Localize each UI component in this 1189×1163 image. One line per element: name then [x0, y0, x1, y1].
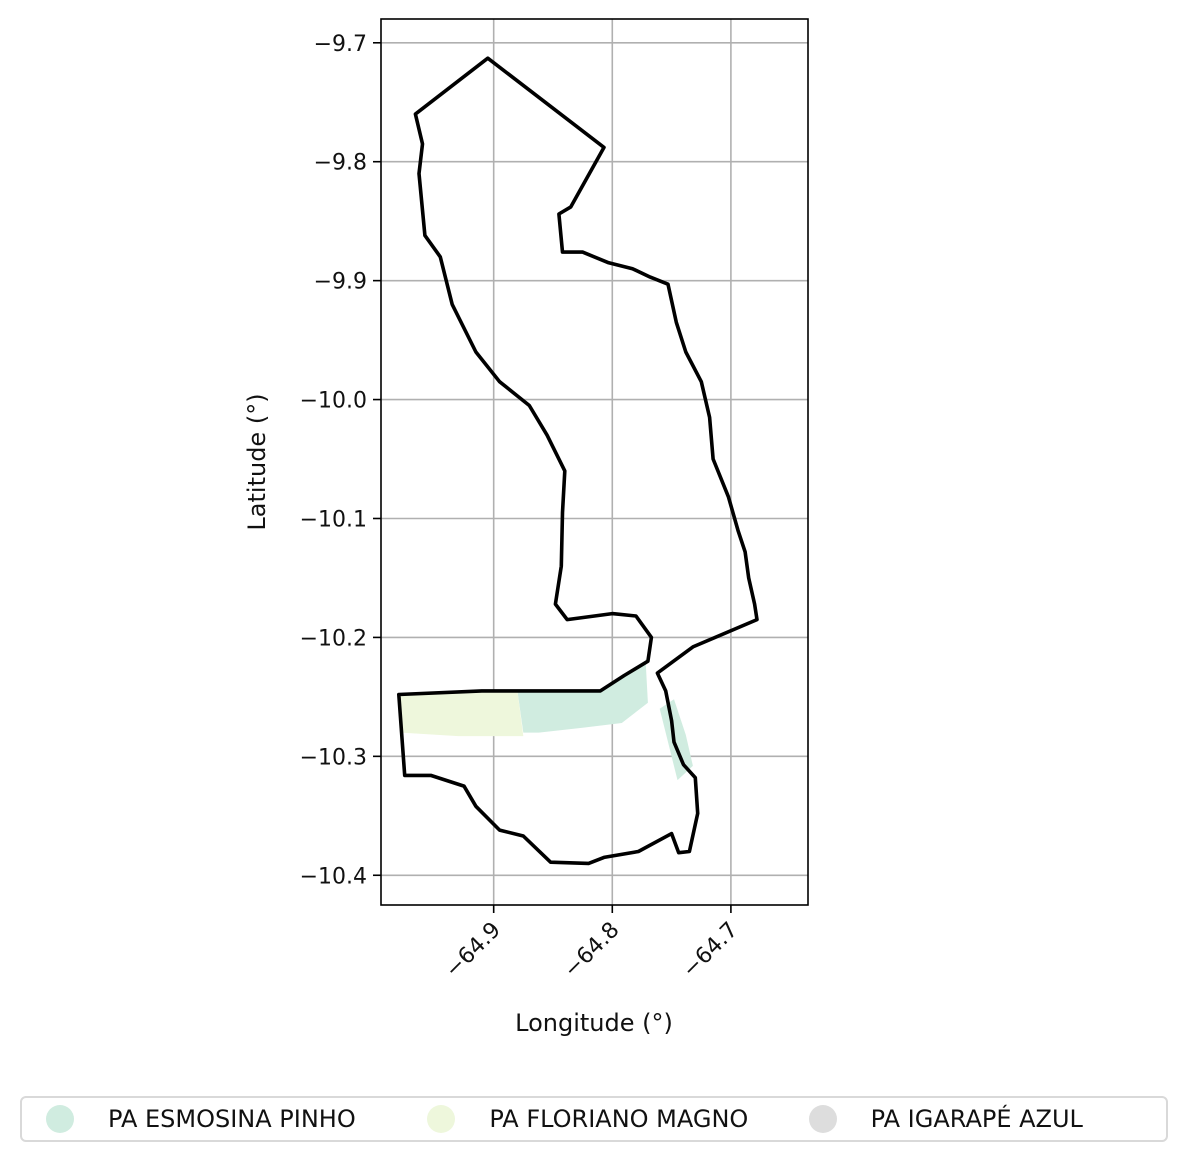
- legend-swatch: [427, 1105, 456, 1133]
- area-pa-esmosina-pinho: [659, 699, 693, 781]
- x-tick-label: −64.7: [678, 918, 743, 983]
- y-tick-label: −10.3: [300, 745, 367, 770]
- y-tick-label: −9.7: [314, 32, 367, 57]
- boundary-outline: [396, 56, 759, 866]
- legend-item: PA IGARAPÉ AZUL: [785, 1105, 1166, 1133]
- axis-ticks: −64.9 −64.8 −64.7 −9.7 −9.8 −9.9 −10.0 −10.1 −10…: [300, 32, 744, 983]
- y-tick-label: −10.1: [300, 507, 367, 532]
- y-tick-label: −10.4: [300, 864, 367, 889]
- x-tick-label: −64.9: [441, 918, 506, 983]
- legend-label: PA IGARAPÉ AZUL: [870, 1105, 1083, 1133]
- x-tick-label: −64.8: [559, 918, 624, 983]
- legend-item: PA ESMOSINA PINHO: [22, 1105, 403, 1133]
- area-polygons: [398, 658, 693, 781]
- y-tick-label: −10.0: [300, 389, 367, 414]
- area-pa-esmosina-pinho: [517, 658, 648, 733]
- legend-label: PA FLORIANO MAGNO: [489, 1105, 749, 1133]
- gridlines: [381, 19, 808, 905]
- plot-frame: [380, 18, 809, 906]
- municipality-boundary: [396, 56, 759, 866]
- legend-swatch: [46, 1105, 74, 1133]
- y-tick-label: −9.9: [314, 270, 367, 295]
- y-axis-label: Latitude (°): [243, 393, 271, 530]
- map-figure: −64.9 −64.8 −64.7 −9.7 −9.8 −9.9 −10.0 −10.1 −10…: [243, 18, 809, 1037]
- x-axis-label: Longitude (°): [515, 1009, 673, 1037]
- y-tick-label: −9.8: [314, 151, 367, 176]
- area-pa-floriano-magno: [398, 690, 524, 737]
- legend-swatch: [808, 1105, 837, 1133]
- legend-label: PA ESMOSINA PINHO: [108, 1105, 356, 1133]
- y-tick-label: −10.2: [300, 626, 367, 651]
- legend: PA ESMOSINA PINHO PA FLORIANO MAGNO PA IGA…: [20, 1096, 1168, 1142]
- legend-item: PA FLORIANO MAGNO: [403, 1105, 784, 1133]
